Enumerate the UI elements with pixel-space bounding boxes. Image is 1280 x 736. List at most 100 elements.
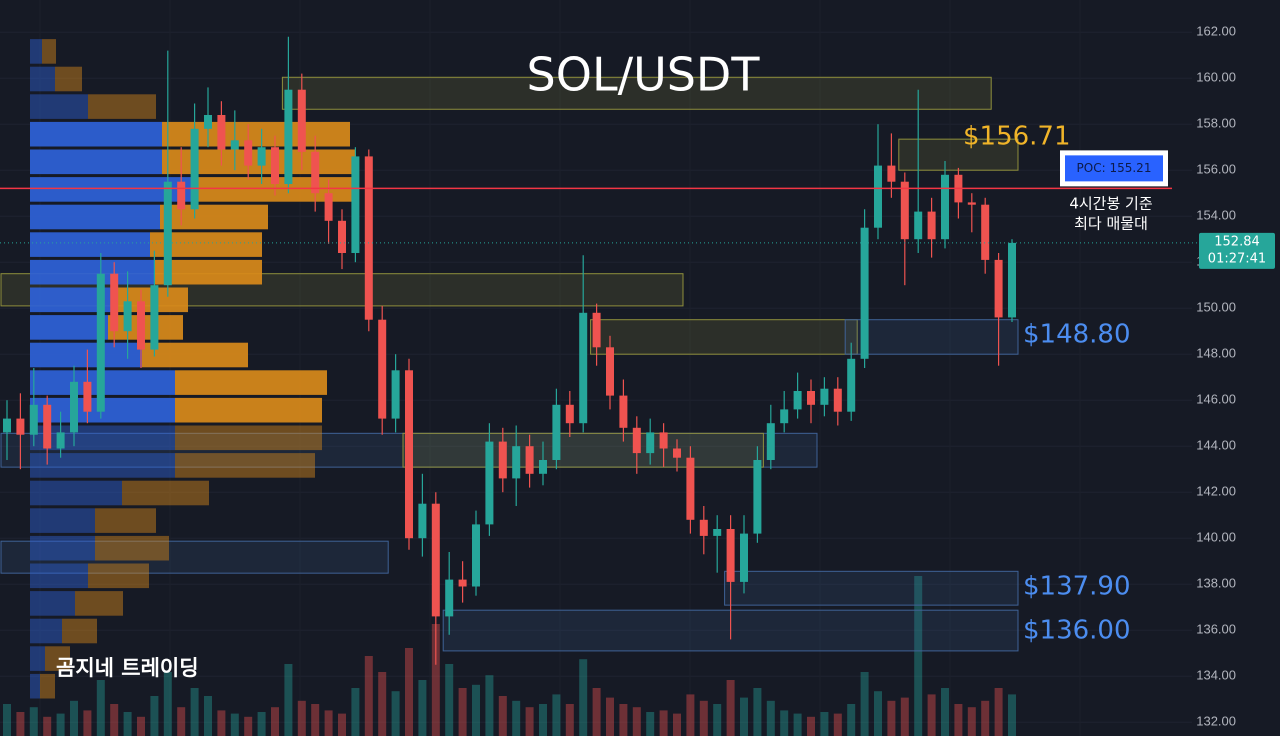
y-tick-label: 156.00 (1196, 162, 1236, 177)
profile-buy (30, 204, 160, 230)
profile-buy (30, 149, 162, 175)
volume-bar (914, 576, 923, 736)
candle-body (190, 128, 199, 210)
candle-body (646, 432, 655, 454)
candle-body (3, 418, 11, 433)
candle-body (592, 312, 601, 348)
last-price-label: 152.84 (1214, 234, 1260, 249)
volume-bar (874, 691, 882, 736)
candle-body (445, 579, 454, 617)
profile-buy (30, 591, 75, 616)
candle-body (150, 285, 159, 350)
volume-bar (512, 700, 521, 736)
volume-bar (391, 691, 400, 736)
candle-body (981, 204, 990, 260)
profile-buy (30, 646, 45, 671)
candle-body (311, 151, 320, 194)
candle-body (753, 460, 762, 534)
candle-body (927, 211, 936, 240)
y-tick-label: 134.00 (1196, 668, 1236, 683)
volume-bar (860, 672, 869, 736)
volume-bar (753, 688, 762, 736)
volume-bar (56, 713, 65, 736)
volume-bar (833, 713, 842, 736)
candle-body (820, 388, 829, 405)
candle-body (967, 202, 976, 205)
profile-buy (30, 480, 122, 506)
candle-body (847, 358, 856, 412)
y-tick-label: 146.00 (1196, 392, 1236, 407)
profile-buy (30, 563, 88, 589)
volume-bar (150, 696, 159, 736)
chart-title: SOL/USDT (527, 48, 761, 102)
volume-bar (887, 700, 896, 736)
candle-body (619, 395, 628, 428)
candle-body (431, 503, 440, 617)
candle-body (807, 391, 815, 405)
profile-sell (108, 315, 183, 340)
profile-sell (95, 508, 156, 533)
profile-buy (30, 425, 175, 451)
volume-layer (3, 576, 1016, 736)
volume-bar (592, 688, 601, 736)
y-tick-label: 148.00 (1196, 346, 1236, 361)
volume-bar (163, 672, 172, 736)
y-tick-label: 138.00 (1196, 576, 1236, 591)
y-tick-label: 160.00 (1196, 70, 1236, 85)
candle-body (713, 529, 722, 536)
candle-body (900, 181, 909, 240)
candle-body (137, 301, 145, 350)
overlay-layer: 132.00 134.00 136.00 138.00 140.00 142.00 144.… (0, 24, 1275, 729)
candle-body (498, 441, 507, 479)
candle-body (485, 441, 494, 525)
y-tick-label: 132.00 (1196, 714, 1236, 729)
poc-note: 4시간봉 기준 (1069, 195, 1153, 213)
profile-sell (45, 646, 70, 671)
profile-buy (30, 232, 150, 257)
candle-body (726, 529, 735, 582)
volume-bar (646, 712, 655, 736)
candle-body (418, 503, 427, 539)
candle-body (887, 165, 896, 182)
volume-bar (472, 684, 480, 736)
profile-sell (162, 121, 350, 147)
zone-label: $156.71 (963, 122, 1071, 152)
volume-bar (83, 710, 92, 736)
last-price-box (1199, 232, 1275, 269)
candle-body (338, 220, 346, 253)
volume-bar (364, 656, 373, 736)
profile-sell (175, 397, 322, 423)
candle-body (472, 524, 480, 587)
volume-bar (847, 704, 856, 736)
candle-body (177, 181, 186, 210)
candle-body (204, 115, 212, 129)
profile-buy (30, 121, 162, 147)
zone (724, 570, 1019, 606)
candle-body (405, 370, 413, 539)
candle-body (271, 147, 279, 184)
candle-body (579, 312, 588, 424)
volume-bar (498, 696, 507, 736)
volume-bar (230, 713, 239, 736)
candle-body (123, 301, 132, 332)
volume-bar (418, 680, 427, 736)
poc-box-inner (1065, 155, 1163, 182)
zone (844, 319, 1019, 355)
zone (0, 540, 389, 574)
candle-body (83, 381, 92, 412)
candle-body (860, 227, 869, 359)
candle-layer (3, 36, 1016, 665)
profile-buy (30, 39, 42, 64)
candle-body (163, 181, 172, 286)
profile-buy (30, 94, 88, 119)
volume-bar (244, 716, 253, 736)
y-tick-label: 150.00 (1196, 300, 1236, 315)
volume-bar (338, 713, 346, 736)
volume-bar (43, 716, 52, 736)
candle-body (914, 211, 923, 240)
profile-sell (42, 39, 56, 64)
volume-bar (820, 712, 829, 736)
volume-bar (632, 707, 641, 736)
zone (281, 76, 992, 110)
